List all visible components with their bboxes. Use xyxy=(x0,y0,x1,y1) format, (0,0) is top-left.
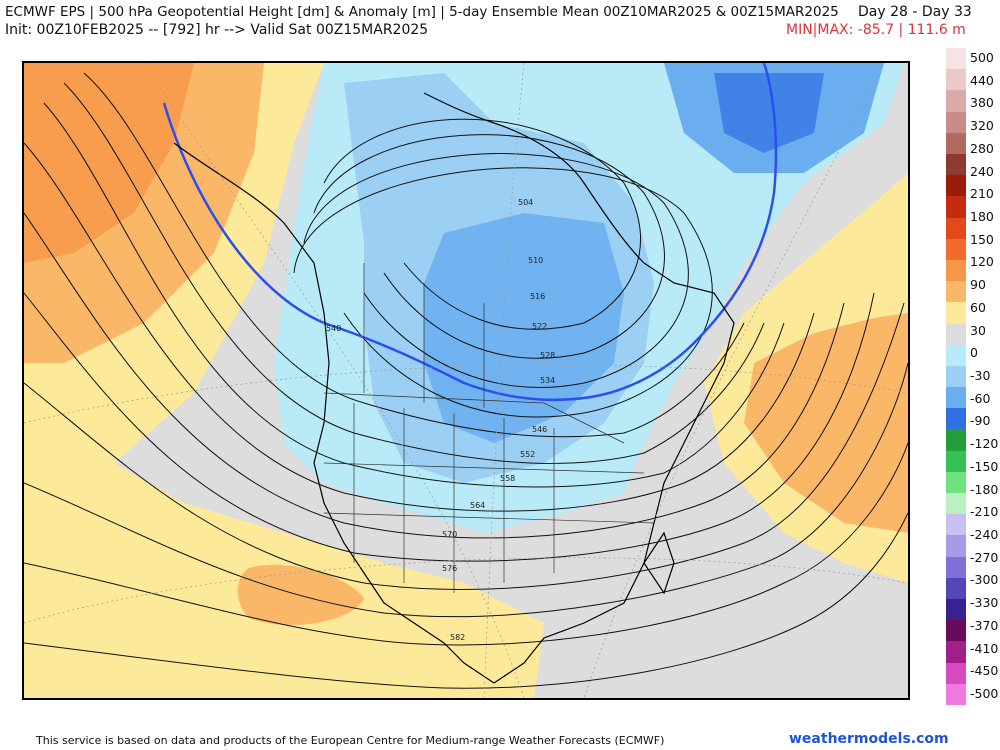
contour-labels: 504 510 516 522 528 534 540 546 552 558 … xyxy=(326,198,555,642)
colorbar-tick-label: -30 xyxy=(970,368,991,383)
ecmwf-credit: This service is based on data and produc… xyxy=(36,734,665,747)
contour-label: 522 xyxy=(532,322,547,331)
colorbar-cell xyxy=(946,641,966,664)
colorbar-cell xyxy=(946,238,966,261)
colorbar-cell xyxy=(946,577,966,600)
colorbar-cell xyxy=(946,302,966,324)
colorbar-cell xyxy=(946,535,966,558)
anomaly-negative-greenland-core xyxy=(714,73,824,153)
colorbar-tick-label: 210 xyxy=(970,186,994,202)
colorbar-cell xyxy=(946,175,966,197)
colorbar-cell xyxy=(946,620,966,642)
colorbar-tick-label: -300 xyxy=(970,572,999,588)
colorbar-tick-label: 180 xyxy=(970,209,994,224)
colorbar-tick-label: 280 xyxy=(970,140,994,156)
contour-label: 504 xyxy=(518,198,533,207)
colorbar-cell xyxy=(946,111,966,134)
political-boundaries xyxy=(323,263,655,593)
colorbar-tick-label: 0 xyxy=(970,345,978,361)
colorbar-cell xyxy=(946,471,966,494)
colorbar-tick-label: -240 xyxy=(970,527,999,542)
graticule xyxy=(24,63,908,698)
colorbar-tick-label: 30 xyxy=(970,322,986,338)
colorbar-cell xyxy=(946,514,966,536)
colorbar-cell xyxy=(946,323,966,346)
colorbar-tick-label: 240 xyxy=(970,163,994,179)
colorbar-cell xyxy=(946,153,966,176)
colorbar-tick-label: 380 xyxy=(970,95,994,111)
site-link[interactable]: weathermodels.com xyxy=(789,731,949,747)
colorbar-tick-label: -410 xyxy=(970,640,999,656)
contour-label: 558 xyxy=(500,474,515,483)
colorbar-cell xyxy=(946,196,966,219)
colorbar-cell xyxy=(946,683,966,706)
contour-540-highlight xyxy=(162,63,778,402)
colorbar-tick-label: -60 xyxy=(970,390,991,406)
colorbar-cell xyxy=(946,132,966,155)
anomaly-positive-atlantic-core xyxy=(744,313,908,533)
colorbar-cell xyxy=(946,429,966,452)
colorbar-cell xyxy=(946,259,966,282)
colorbar-tick-label: 60 xyxy=(970,299,986,315)
contour-label: 516 xyxy=(530,292,545,301)
contour-label: 546 xyxy=(532,425,547,434)
colorbar-tick-label: 500 xyxy=(970,50,994,65)
contour-label: 510 xyxy=(528,256,543,265)
colorbar-cell xyxy=(946,556,966,579)
contour-label: 564 xyxy=(470,501,485,510)
anomaly-map[interactable]: 504 510 516 522 528 534 540 546 552 558 … xyxy=(22,61,910,700)
contour-label: 528 xyxy=(540,351,555,360)
coastlines xyxy=(173,92,735,684)
colorbar-tick-label: 320 xyxy=(970,118,994,134)
colorbar-cell xyxy=(946,69,966,91)
anomaly-colorbar xyxy=(946,48,966,706)
colorbar-tick-label: 90 xyxy=(970,277,986,293)
colorbar-tick-label: -180 xyxy=(970,481,999,497)
colorbar-cell xyxy=(946,365,966,388)
min-max-readout: MIN|MAX: -85.7 | 111.6 m xyxy=(786,22,966,38)
contour-label: 534 xyxy=(540,376,555,385)
contour-label: 570 xyxy=(442,530,457,539)
colorbar-cell xyxy=(946,408,966,430)
colorbar-tick-label: -150 xyxy=(970,458,999,474)
map-title: ECMWF EPS | 500 hPa Geopotential Height … xyxy=(5,4,839,20)
colorbar-tick-label: -450 xyxy=(970,663,999,679)
colorbar-tick-label: 120 xyxy=(970,254,994,270)
colorbar-tick-label: -330 xyxy=(970,595,999,611)
colorbar-cell xyxy=(946,450,966,473)
colorbar-cell xyxy=(946,217,966,240)
colorbar-tick-label: 440 xyxy=(970,72,994,88)
colorbar-cell xyxy=(946,599,966,621)
colorbar-cell xyxy=(946,48,966,70)
colorbar-tick-label: -270 xyxy=(970,549,999,565)
colorbar-cell xyxy=(946,90,966,113)
contour-label: 540 xyxy=(326,324,341,333)
colorbar-cell xyxy=(946,387,966,409)
colorbar-tick-label: 150 xyxy=(970,231,994,247)
anomaly-positive-pacific xyxy=(237,564,364,626)
colorbar-tick-label: -210 xyxy=(970,504,999,520)
colorbar-cell xyxy=(946,281,966,303)
contour-label: 582 xyxy=(450,633,465,642)
contour-label: 576 xyxy=(442,564,457,573)
map-canvas: 504 510 516 522 528 534 540 546 552 558 … xyxy=(24,63,908,698)
anomaly-positive-nw-peak xyxy=(24,63,194,263)
contour-label: 552 xyxy=(520,450,535,459)
colorbar-cell xyxy=(946,493,966,515)
colorbar-cell xyxy=(946,344,966,367)
colorbar-cell xyxy=(946,662,966,685)
day-range: Day 28 - Day 33 xyxy=(858,4,972,20)
height-contours xyxy=(24,72,908,689)
colorbar-tick-label: -500 xyxy=(970,686,999,701)
colorbar-tick-label: -90 xyxy=(970,413,991,429)
init-valid-line: Init: 00Z10FEB2025 -- [792] hr --> Valid… xyxy=(5,22,429,38)
colorbar-tick-label: -120 xyxy=(970,436,999,452)
colorbar-tick-label: -370 xyxy=(970,617,999,633)
